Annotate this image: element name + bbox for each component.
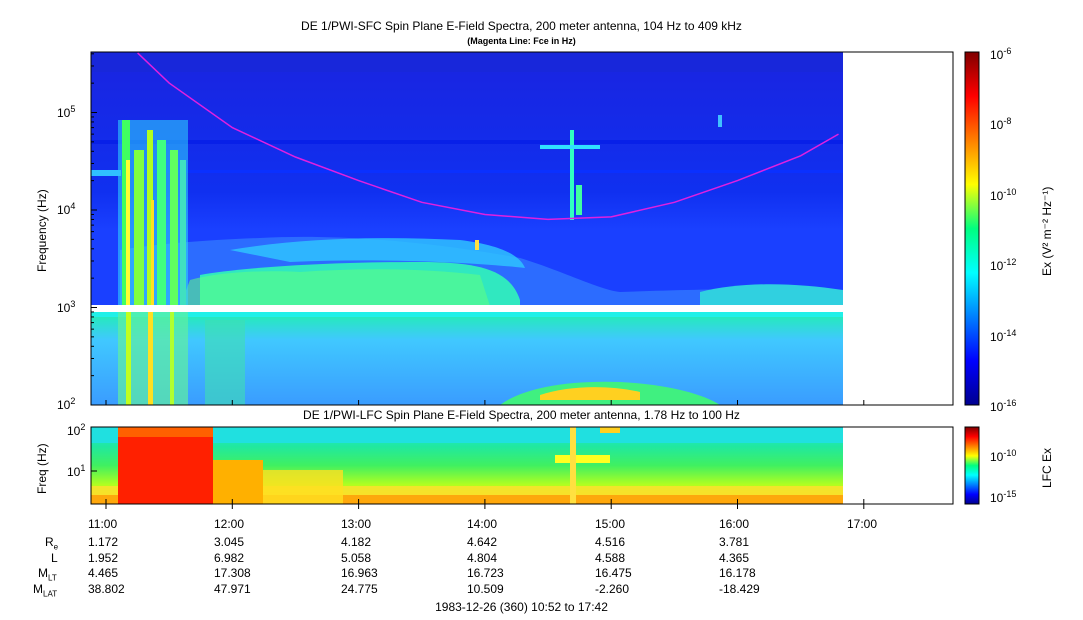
orbit-value: 16.178 [719,566,756,580]
top-y-tick-1e2: 102 [57,396,76,412]
top-panel-subtitle: (Magenta Line: Fce in Hz) [467,36,576,46]
orbit-row-label-mlt: MLT [38,566,57,583]
orbit-value: 4.182 [341,535,372,549]
x-tick-1600: 16:00 [719,517,750,531]
orbit-value: 1.952 [88,551,119,565]
orbit-value: 38.802 [88,582,125,596]
top-cbar-tick-3: 10-10 [990,187,1017,203]
top-panel-title: DE 1/PWI-SFC Spin Plane E-Field Spectra,… [301,19,742,33]
orbit-value: 17.308 [214,566,251,580]
orbit-value: 4.465 [88,566,119,580]
bottom-panel-title: DE 1/PWI-LFC Spin Plane E-Field Spectra,… [303,408,740,422]
top-cbar-tick-5: 10-14 [990,328,1017,344]
x-tick-1700: 17:00 [847,517,878,531]
x-tick-1400: 14:00 [467,517,498,531]
x-tick-1300: 13:00 [341,517,372,531]
top-y-tick-1e3: 103 [57,299,76,315]
top-spectrogram [91,52,843,306]
orbit-value: 3.781 [719,535,750,549]
orbit-value: -18.429 [719,582,760,596]
bottom-cbar-tick-2: 10-15 [990,489,1017,505]
orbit-value: 16.723 [467,566,504,580]
top-y-tick-1e5: 105 [57,104,76,120]
x-tick-1200: 12:00 [214,517,245,531]
orbit-value: 47.971 [214,582,251,596]
orbit-value: 24.775 [341,582,378,596]
orbit-value: 16.963 [341,566,378,580]
orbit-value: 6.982 [214,551,245,565]
top-spectrogram-low-band [91,305,843,405]
orbit-value: 4.516 [595,535,626,549]
bottom-y-tick-1e2: 102 [67,422,86,438]
orbit-value: 4.365 [719,551,750,565]
top-colorbar [964,51,980,406]
bottom-y-tick-1e1: 101 [67,463,86,479]
fce-line [137,52,839,221]
bottom-plot-frame [90,426,954,505]
orbit-value: 5.058 [341,551,372,565]
bottom-spectrogram [91,427,843,504]
orbit-row-label-l: L [51,551,58,565]
top-cbar-tick-4: 10-12 [990,257,1017,273]
orbit-value: -2.260 [595,582,630,596]
orbit-value: 4.642 [467,535,498,549]
orbit-value: 3.045 [214,535,245,549]
orbit-value: 1.172 [88,535,119,549]
x-tick-1100: 11:00 [88,517,118,531]
bottom-colorbar [964,426,980,505]
orbit-value: 4.588 [595,551,626,565]
top-y-tick-1e4: 104 [57,201,76,217]
x-tick-1500: 15:00 [595,517,626,531]
top-plot-frame [90,51,954,406]
orbit-row-label-mlat: MLAT [33,582,58,599]
orbit-row-label-re: Re [45,535,59,552]
top-cbar-tick-2: 10-8 [990,116,1012,132]
orbit-value: 16.475 [595,566,632,580]
bottom-cbar-tick-1: 10-10 [990,448,1017,464]
orbit-value: 10.509 [467,582,504,596]
axis-ticks [91,53,865,509]
time-range-footer: 1983-12-26 (360) 10:52 to 17:42 [435,600,608,614]
top-cbar-tick-6: 10-16 [990,398,1017,414]
orbit-value: 4.804 [467,551,498,565]
top-cbar-tick-1: 10-6 [990,46,1012,62]
